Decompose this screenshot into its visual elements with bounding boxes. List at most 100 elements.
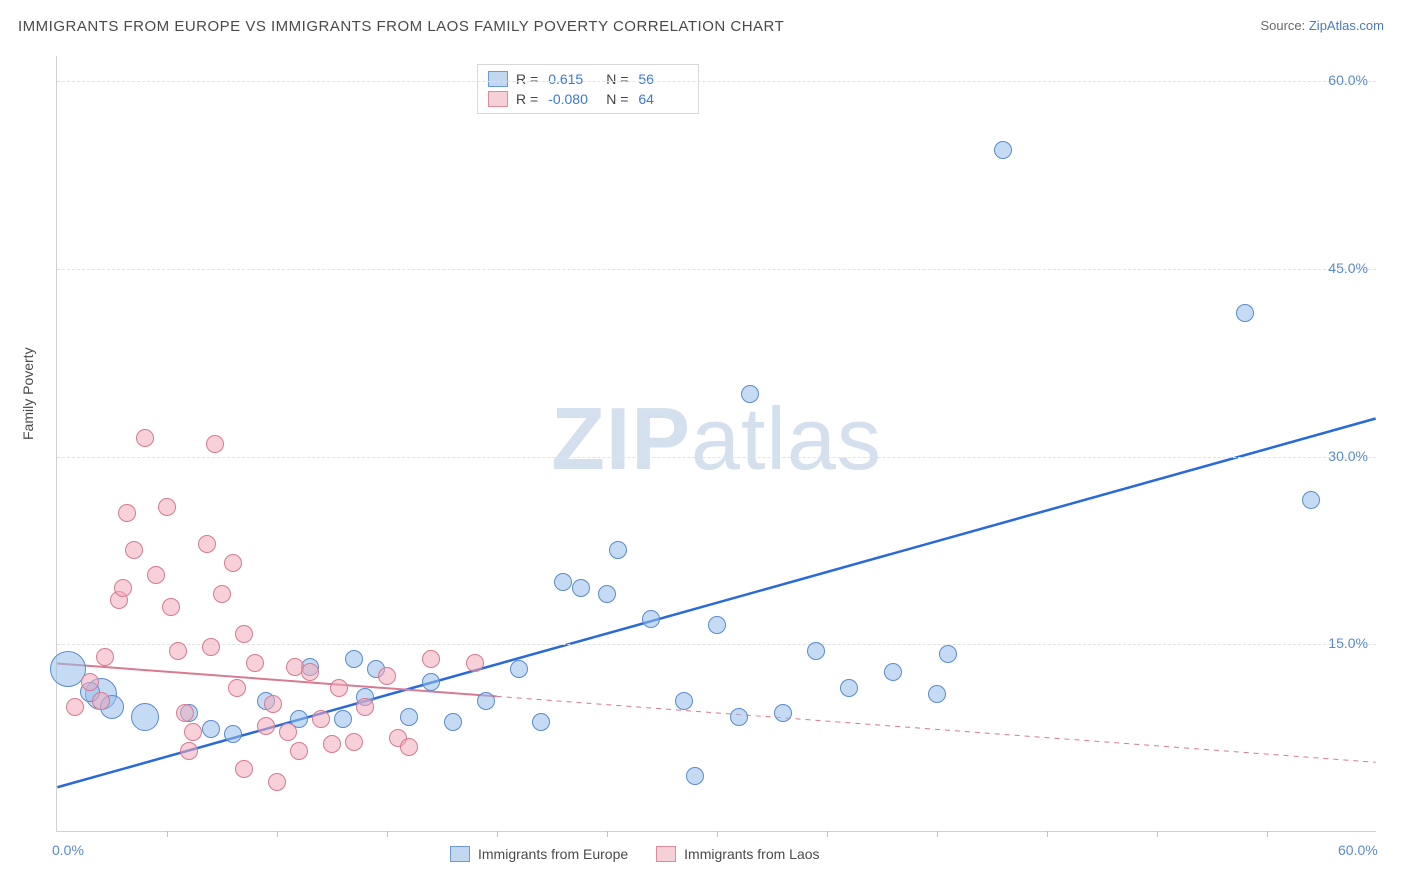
data-point bbox=[235, 760, 253, 778]
x-minor-tick bbox=[497, 831, 498, 837]
data-point bbox=[334, 710, 352, 728]
legend-r-value: 0.615 bbox=[548, 71, 598, 87]
data-point bbox=[686, 767, 704, 785]
data-point bbox=[378, 667, 396, 685]
legend-n-label: N = bbox=[606, 91, 628, 107]
x-minor-tick bbox=[387, 831, 388, 837]
grid-line bbox=[57, 269, 1376, 270]
source-label: Source: bbox=[1260, 18, 1308, 33]
x-minor-tick bbox=[827, 831, 828, 837]
data-point bbox=[642, 610, 660, 628]
x-minor-tick bbox=[167, 831, 168, 837]
data-point bbox=[730, 708, 748, 726]
data-point bbox=[1302, 491, 1320, 509]
data-point bbox=[81, 673, 99, 691]
data-point bbox=[114, 579, 132, 597]
data-point bbox=[323, 735, 341, 753]
data-point bbox=[202, 638, 220, 656]
x-tick-label: 60.0% bbox=[1338, 842, 1378, 858]
data-point bbox=[532, 713, 550, 731]
legend-series-item: Immigrants from Europe bbox=[450, 846, 628, 862]
data-point bbox=[136, 429, 154, 447]
legend-n-value: 64 bbox=[638, 91, 688, 107]
data-point bbox=[675, 692, 693, 710]
legend-series-label: Immigrants from Laos bbox=[684, 846, 819, 862]
x-minor-tick bbox=[937, 831, 938, 837]
data-point bbox=[118, 504, 136, 522]
data-point bbox=[510, 660, 528, 678]
legend-correlation: R = 0.615 N = 56 R = -0.080 N = 64 bbox=[477, 64, 699, 114]
legend-series: Immigrants from Europe Immigrants from La… bbox=[450, 846, 820, 862]
data-point bbox=[312, 710, 330, 728]
data-point bbox=[345, 733, 363, 751]
data-point bbox=[400, 738, 418, 756]
data-point bbox=[1236, 304, 1254, 322]
data-point bbox=[345, 650, 363, 668]
y-axis-label: Family Poverty bbox=[20, 347, 36, 440]
legend-swatch bbox=[488, 91, 508, 107]
x-minor-tick bbox=[1267, 831, 1268, 837]
x-minor-tick bbox=[607, 831, 608, 837]
data-point bbox=[290, 742, 308, 760]
data-point bbox=[356, 698, 374, 716]
data-point bbox=[301, 663, 319, 681]
data-point bbox=[928, 685, 946, 703]
watermark: ZIPatlas bbox=[551, 387, 882, 489]
legend-series-item: Immigrants from Laos bbox=[656, 846, 819, 862]
data-point bbox=[330, 679, 348, 697]
data-point bbox=[206, 435, 224, 453]
legend-swatch bbox=[656, 846, 676, 862]
data-point bbox=[92, 692, 110, 710]
y-tick-label: 15.0% bbox=[1328, 635, 1368, 651]
legend-r-label: R = bbox=[516, 71, 538, 87]
chart-title: IMMIGRANTS FROM EUROPE VS IMMIGRANTS FRO… bbox=[18, 18, 784, 35]
data-point bbox=[279, 723, 297, 741]
data-point bbox=[444, 713, 462, 731]
legend-series-label: Immigrants from Europe bbox=[478, 846, 628, 862]
data-point bbox=[66, 698, 84, 716]
legend-swatch bbox=[488, 71, 508, 87]
data-point bbox=[477, 692, 495, 710]
source-link[interactable]: ZipAtlas.com bbox=[1309, 18, 1384, 33]
plot-area: ZIPatlas R = 0.615 N = 56 R = -0.080 N = 64 15.… bbox=[56, 56, 1376, 832]
data-point bbox=[228, 679, 246, 697]
data-point bbox=[246, 654, 264, 672]
legend-n-label: N = bbox=[606, 71, 628, 87]
data-point bbox=[147, 566, 165, 584]
grid-line bbox=[57, 81, 1376, 82]
data-point bbox=[176, 704, 194, 722]
data-point bbox=[235, 625, 253, 643]
data-point bbox=[422, 650, 440, 668]
x-minor-tick bbox=[1047, 831, 1048, 837]
data-point bbox=[180, 742, 198, 760]
legend-correlation-row: R = 0.615 N = 56 bbox=[488, 69, 688, 89]
data-point bbox=[158, 498, 176, 516]
data-point bbox=[774, 704, 792, 722]
data-point bbox=[162, 598, 180, 616]
x-minor-tick bbox=[717, 831, 718, 837]
data-point bbox=[554, 573, 572, 591]
data-point bbox=[609, 541, 627, 559]
data-point bbox=[198, 535, 216, 553]
x-minor-tick bbox=[277, 831, 278, 837]
legend-r-label: R = bbox=[516, 91, 538, 107]
data-point bbox=[572, 579, 590, 597]
grid-line bbox=[57, 457, 1376, 458]
x-minor-tick bbox=[1157, 831, 1158, 837]
data-point bbox=[264, 695, 282, 713]
data-point bbox=[125, 541, 143, 559]
legend-swatch bbox=[450, 846, 470, 862]
data-point bbox=[807, 642, 825, 660]
data-point bbox=[939, 645, 957, 663]
legend-n-value: 56 bbox=[638, 71, 688, 87]
data-point bbox=[224, 554, 242, 572]
data-point bbox=[741, 385, 759, 403]
legend-correlation-row: R = -0.080 N = 64 bbox=[488, 89, 688, 109]
data-point bbox=[169, 642, 187, 660]
data-point bbox=[257, 717, 275, 735]
data-point bbox=[184, 723, 202, 741]
legend-r-value: -0.080 bbox=[548, 91, 598, 107]
y-tick-label: 45.0% bbox=[1328, 260, 1368, 276]
data-point bbox=[422, 673, 440, 691]
data-point bbox=[268, 773, 286, 791]
